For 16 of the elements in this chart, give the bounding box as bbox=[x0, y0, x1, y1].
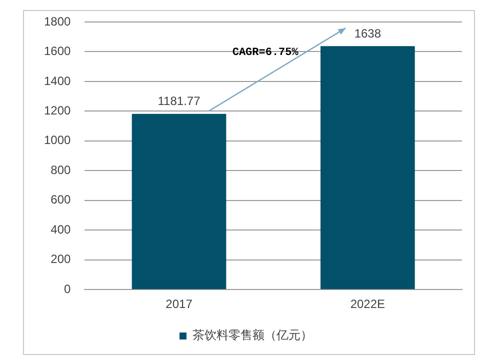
y-tick-label: 1600 bbox=[44, 44, 72, 58]
y-tick-label: 1400 bbox=[44, 74, 72, 88]
y-tick-label: 1800 bbox=[44, 14, 72, 28]
x-tick-label: 2022E bbox=[350, 297, 386, 312]
y-tick-label: 600 bbox=[50, 192, 72, 207]
y-tick-label: 1000 bbox=[44, 133, 72, 148]
y-tick-label: 200 bbox=[50, 252, 72, 266]
annotation: CAGR=6.75% bbox=[232, 46, 299, 59]
data-label: 1638 bbox=[354, 26, 382, 40]
x-tick-label: 2017 bbox=[166, 297, 193, 312]
legend-label: 茶饮料零售额（亿元） bbox=[192, 328, 312, 342]
y-tick-label: 0 bbox=[64, 282, 72, 296]
y-tick-label: 1200 bbox=[44, 104, 72, 118]
data-label: 1181.77 bbox=[158, 94, 201, 108]
y-tick-label: 800 bbox=[50, 162, 72, 177]
y-tick-label: 400 bbox=[50, 222, 72, 236]
